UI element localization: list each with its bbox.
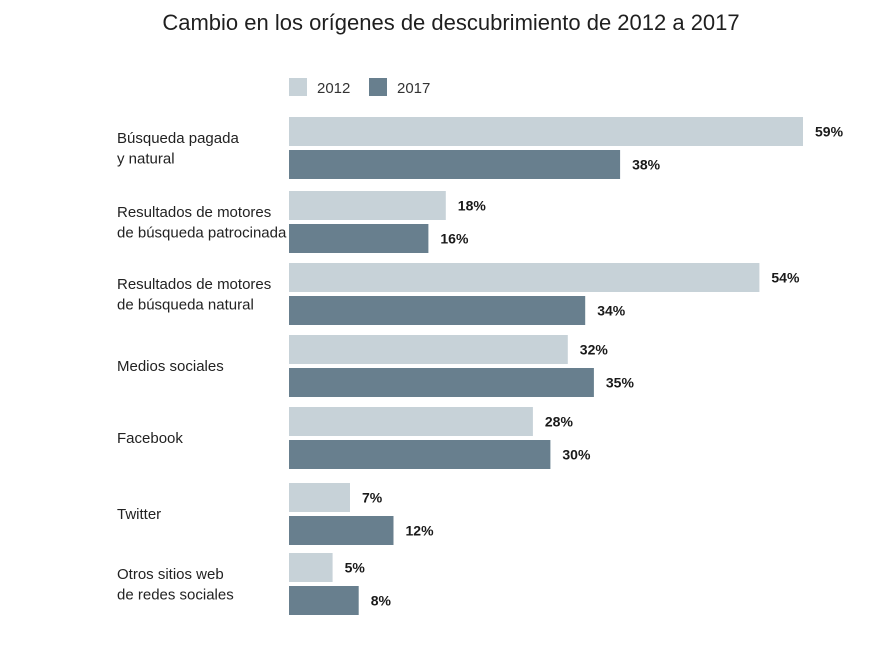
value-label-2012-busqueda-pagada-y-natural: 59% bbox=[815, 124, 844, 140]
value-label-2017-medios-sociales: 35% bbox=[606, 375, 635, 391]
legend: 2012 2017 bbox=[289, 78, 430, 97]
bar-group-resultados-de-motores-de-busqueda-patrocinada: Resultados de motores de búsqueda patroci… bbox=[117, 191, 486, 253]
category-label-line: Búsqueda pagada bbox=[117, 130, 239, 147]
bar-group-twitter: Twitter 7% 12% bbox=[117, 483, 434, 545]
bar-2012-medios-sociales bbox=[289, 335, 568, 364]
category-label: Medios sociales bbox=[117, 358, 224, 375]
legend-label-2017: 2017 bbox=[397, 80, 430, 97]
value-label-2017-otros-sitios-web-de-redes-sociales: 8% bbox=[371, 593, 392, 609]
category-label: Facebook bbox=[117, 430, 183, 447]
bar-2017-facebook bbox=[289, 440, 551, 469]
category-label-line: de búsqueda patrocinada bbox=[117, 224, 287, 241]
bar-2012-resultados-de-motores-de-busqueda-patrocinada bbox=[289, 191, 446, 220]
bar-2012-facebook bbox=[289, 407, 533, 436]
chart-title: Cambio en los orígenes de descubrimiento… bbox=[162, 10, 739, 35]
value-label-2012-twitter: 7% bbox=[362, 490, 383, 506]
value-label-2012-otros-sitios-web-de-redes-sociales: 5% bbox=[345, 560, 366, 576]
legend-label-2012: 2012 bbox=[317, 80, 350, 97]
category-label-line: de búsqueda natural bbox=[117, 296, 254, 313]
category-label-line: Resultados de motores bbox=[117, 276, 271, 293]
value-label-2012-facebook: 28% bbox=[545, 414, 574, 430]
bar-2012-resultados-de-motores-de-busqueda-natural bbox=[289, 263, 760, 292]
plot-area: Búsqueda pagada y natural 59% 38% Resultados… bbox=[117, 117, 844, 615]
value-label-2017-twitter: 12% bbox=[406, 523, 435, 539]
category-label: Búsqueda pagada y natural bbox=[117, 130, 239, 168]
category-label: Resultados de motores de búsqueda natural bbox=[117, 276, 271, 314]
bar-2017-busqueda-pagada-y-natural bbox=[289, 150, 621, 179]
category-label: Resultados de motores de búsqueda patroci… bbox=[117, 204, 287, 242]
bar-group-medios-sociales: Medios sociales 32% 35% bbox=[117, 335, 634, 397]
legend-swatch-2012 bbox=[289, 78, 307, 96]
category-label-line: y natural bbox=[117, 150, 175, 167]
category-label-line: Resultados de motores bbox=[117, 204, 271, 221]
category-label-line: Medios sociales bbox=[117, 358, 224, 375]
category-label: Otros sitios web de redes sociales bbox=[117, 566, 234, 604]
bar-2012-otros-sitios-web-de-redes-sociales bbox=[289, 553, 333, 582]
bar-group-otros-sitios-web-de-redes-sociales: Otros sitios web de redes sociales 5% 8% bbox=[117, 553, 391, 615]
value-label-2017-facebook: 30% bbox=[562, 447, 591, 463]
bar-group-facebook: Facebook 28% 30% bbox=[117, 407, 591, 469]
bar-2012-twitter bbox=[289, 483, 350, 512]
legend-swatch-2017 bbox=[369, 78, 387, 96]
category-label-line: Otros sitios web bbox=[117, 566, 224, 583]
value-label-2012-medios-sociales: 32% bbox=[580, 342, 609, 358]
category-label-line: de redes sociales bbox=[117, 586, 234, 603]
category-label-line: Facebook bbox=[117, 430, 183, 447]
bar-2012-busqueda-pagada-y-natural bbox=[289, 117, 803, 146]
bar-2017-otros-sitios-web-de-redes-sociales bbox=[289, 586, 359, 615]
bar-group-busqueda-pagada-y-natural: Búsqueda pagada y natural 59% 38% bbox=[117, 117, 844, 179]
category-label: Twitter bbox=[117, 506, 161, 523]
bar-2017-resultados-de-motores-de-busqueda-natural bbox=[289, 296, 586, 325]
bar-2017-medios-sociales bbox=[289, 368, 594, 397]
bar-group-resultados-de-motores-de-busqueda-natural: Resultados de motores de búsqueda natural… bbox=[117, 263, 800, 325]
category-label-line: Twitter bbox=[117, 506, 161, 523]
value-label-2012-resultados-de-motores-de-busqueda-natural: 54% bbox=[771, 270, 800, 286]
bar-2017-twitter bbox=[289, 516, 394, 545]
value-label-2017-busqueda-pagada-y-natural: 38% bbox=[632, 157, 661, 173]
value-label-2012-resultados-de-motores-de-busqueda-patrocinada: 18% bbox=[458, 198, 487, 214]
bar-2017-resultados-de-motores-de-busqueda-patrocinada bbox=[289, 224, 429, 253]
value-label-2017-resultados-de-motores-de-busqueda-natural: 34% bbox=[597, 303, 626, 319]
value-label-2017-resultados-de-motores-de-busqueda-patrocinada: 16% bbox=[440, 231, 469, 247]
